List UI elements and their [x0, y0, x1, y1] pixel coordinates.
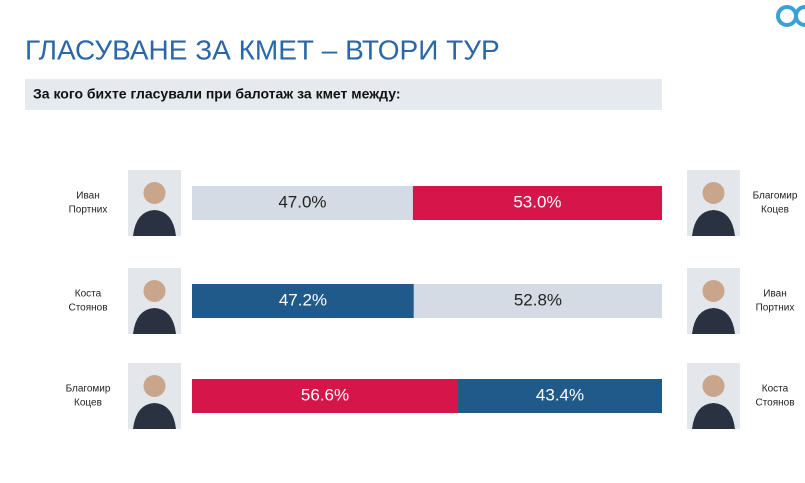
subtitle-band — [25, 79, 662, 110]
chart-title: ГЛАСУВАНЕ ЗА КМЕТ – ВТОРИ ТУР — [25, 34, 500, 65]
value-label: 47.2% — [279, 290, 327, 309]
left-name: Иван — [76, 191, 99, 202]
right-name: Благомир — [753, 191, 798, 202]
value-label: 47.0% — [278, 192, 326, 211]
photo-head — [143, 375, 166, 397]
value-label: 52.8% — [514, 290, 562, 309]
right-name: Коцев — [761, 205, 789, 216]
bar-segment — [192, 284, 414, 318]
right-name: Стоянов — [755, 398, 794, 409]
photo-body — [692, 403, 735, 429]
photo-body — [692, 210, 735, 236]
photo-head — [143, 280, 166, 302]
photo-head — [702, 280, 725, 302]
left-name: Коста — [75, 289, 102, 300]
right-name: Иван — [763, 289, 786, 300]
photo-head — [702, 182, 725, 204]
photo — [687, 268, 740, 334]
left-name: Благомир — [66, 384, 111, 395]
photo-body — [133, 210, 176, 236]
value-label: 53.0% — [513, 192, 561, 211]
logo — [776, 5, 805, 27]
left-name: Коцев — [74, 398, 102, 409]
bar-segment — [192, 186, 413, 220]
right-name: Коста — [762, 384, 789, 395]
left-name: Портних — [69, 205, 108, 216]
value-label: 56.6% — [301, 385, 349, 404]
photo-body — [692, 308, 735, 334]
right-name: Портних — [756, 303, 795, 314]
photo-body — [133, 403, 176, 429]
photo-body — [133, 308, 176, 334]
photo — [128, 268, 181, 334]
photo — [128, 170, 181, 236]
photo — [128, 363, 181, 429]
left-name: Стоянов — [68, 303, 107, 314]
bar-segment — [458, 379, 662, 413]
chart-subtitle: За кого бихте гласували при балотаж за к… — [33, 86, 401, 102]
photo-head — [143, 182, 166, 204]
photo-head — [702, 375, 725, 397]
photo — [687, 170, 740, 236]
value-label: 43.4% — [536, 385, 584, 404]
photo — [687, 363, 740, 429]
bar-segment — [192, 379, 459, 413]
bar-segment — [413, 284, 662, 318]
bar-segment — [412, 186, 662, 220]
